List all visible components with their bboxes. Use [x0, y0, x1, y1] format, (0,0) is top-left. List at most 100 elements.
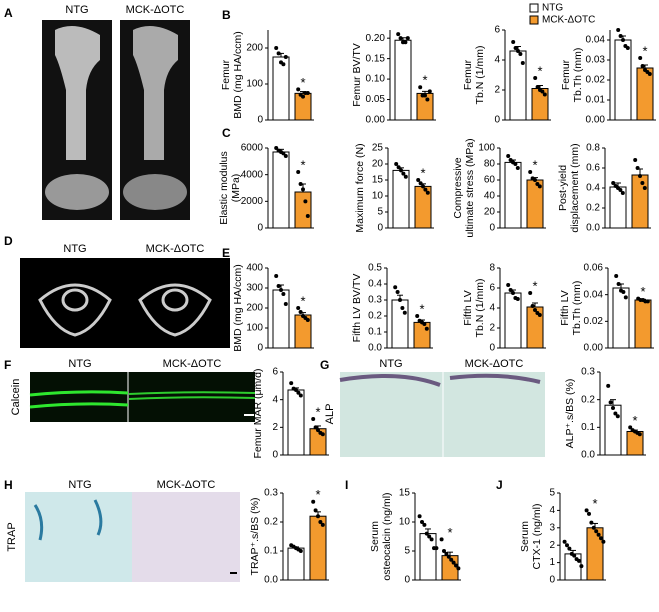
- data-point: [416, 178, 421, 182]
- data-point: [513, 162, 518, 166]
- y-tick-label: 0.2: [586, 203, 600, 214]
- data-point: [301, 187, 305, 192]
- data-point: [395, 290, 400, 294]
- data-point: [577, 558, 581, 563]
- data-point: [511, 291, 515, 295]
- image-label: NTG: [63, 243, 86, 255]
- y-axis-label: Tb.Th (mm): [571, 281, 583, 336]
- y-axis-label: BMD (mg HA/ccm): [232, 264, 244, 352]
- y-tick-label: 0.01: [586, 95, 606, 106]
- bar: [564, 553, 582, 581]
- panel-letter: D: [4, 234, 13, 248]
- y-axis-label: Fifth LV: [559, 290, 571, 325]
- data-point: [601, 539, 606, 544]
- data-point: [289, 381, 294, 386]
- data-point: [587, 511, 591, 516]
- y-tick-label: 0.0: [581, 450, 595, 461]
- data-point: [320, 432, 325, 437]
- data-point: [283, 154, 288, 158]
- data-point: [442, 549, 446, 553]
- y-axis-label: BMD (mg HA/ccm): [232, 31, 244, 119]
- y-axis-label: Femur: [220, 59, 232, 90]
- bar: [272, 289, 290, 349]
- data-point: [281, 292, 286, 296]
- data-point: [398, 298, 402, 302]
- data-point: [530, 304, 535, 308]
- y-tick-label: 6: [489, 283, 495, 294]
- image-label: MCK-ΔOTC: [465, 358, 524, 370]
- y-axis-label: (MPa): [230, 174, 242, 203]
- data-point: [401, 171, 406, 176]
- data-point: [533, 308, 537, 312]
- data-point: [298, 549, 303, 553]
- data-point: [613, 411, 618, 416]
- data-point: [418, 85, 423, 90]
- y-tick-label: 0.3: [368, 295, 382, 306]
- data-point: [296, 87, 301, 92]
- y-tick-label: 0.5: [368, 263, 382, 274]
- data-point: [403, 40, 408, 45]
- y-tick-label: 0.2: [264, 517, 278, 528]
- y-axis-label: Fifth LV: [462, 290, 474, 325]
- y-axis-label: Tb.N (1/mm): [474, 279, 486, 338]
- y-tick-label: 0.04: [584, 289, 604, 300]
- data-point: [301, 94, 305, 99]
- data-point: [423, 93, 427, 98]
- bar: [272, 56, 290, 121]
- significance: *: [592, 496, 597, 511]
- y-tick-label: 3: [549, 522, 555, 533]
- alp-image: [339, 372, 545, 457]
- data-point: [434, 546, 439, 551]
- significance: *: [300, 157, 305, 172]
- data-point: [423, 187, 428, 192]
- side-label: Calcein: [10, 379, 22, 416]
- y-tick-label: 0.02: [586, 75, 606, 86]
- data-point: [444, 551, 449, 556]
- y-tick-label: 0.15: [366, 53, 386, 64]
- data-point: [533, 76, 538, 80]
- significance: *: [300, 75, 305, 90]
- bar: [287, 389, 305, 456]
- data-point: [274, 46, 279, 50]
- data-point: [425, 97, 430, 102]
- y-tick-label: 100: [478, 143, 495, 154]
- y-tick-label: 100: [246, 79, 263, 90]
- y-tick-label: 0.00: [584, 343, 604, 354]
- data-point: [281, 62, 286, 67]
- data-point: [417, 514, 422, 519]
- y-tick-label: 0.1: [264, 546, 278, 557]
- y-tick-label: 6: [272, 367, 278, 378]
- y-axis-label: displacement (mm): [569, 143, 581, 232]
- data-point: [611, 181, 616, 185]
- data-point: [584, 508, 589, 513]
- data-point: [614, 274, 619, 278]
- data-point: [645, 299, 650, 304]
- calcein-image: [29, 372, 256, 422]
- y-tick-label: 0.00: [586, 115, 606, 126]
- y-tick-label: 60: [484, 175, 496, 186]
- y-tick-label: 2000: [241, 196, 264, 207]
- data-point: [313, 508, 318, 513]
- significance: *: [315, 404, 320, 419]
- data-point: [565, 543, 569, 548]
- significance: *: [632, 413, 637, 428]
- data-point: [403, 174, 408, 179]
- y-tick-label: 0.2: [368, 311, 382, 322]
- y-axis-label: Serum: [369, 521, 381, 552]
- data-point: [424, 326, 429, 331]
- bar: [272, 151, 290, 229]
- bar: [392, 169, 410, 229]
- bar: [614, 39, 632, 121]
- data-point: [542, 92, 547, 97]
- data-point: [618, 34, 623, 38]
- y-axis-label: Fifth LV: [220, 290, 232, 325]
- data-point: [635, 166, 640, 170]
- data-point: [540, 89, 545, 94]
- y-tick-label: 0.3: [581, 367, 595, 378]
- data-point: [303, 199, 308, 204]
- data-point: [537, 184, 542, 189]
- data-point: [642, 186, 647, 190]
- data-point: [305, 318, 310, 322]
- data-point: [425, 190, 430, 195]
